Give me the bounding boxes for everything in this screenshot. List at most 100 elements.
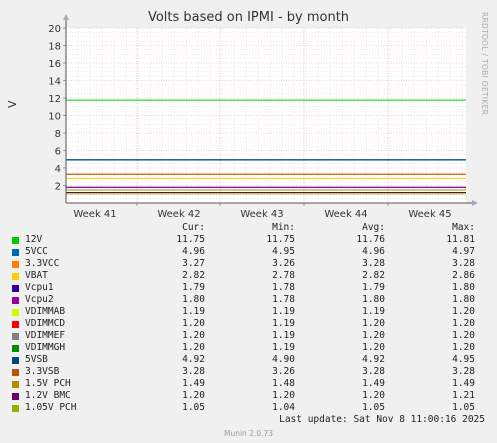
legend-min: 3.26 [272,258,295,269]
legend-max: 3.28 [452,366,475,377]
legend-name: 3.3VCC [25,258,60,269]
legend-name: 12V [25,234,43,245]
legend-avg: 4.96 [362,246,385,257]
legend-min: 1.19 [272,342,295,353]
legend-name: VDIMMAB [25,306,66,317]
legend-swatch [12,320,19,328]
legend-row: VDIMMEF 1.20 1.19 1.20 1.20 [12,330,486,342]
legend-cur: 1.19 [182,306,205,317]
legend-min: 1.19 [272,318,295,329]
last-update: Last update: Sat Nov 8 11:00:16 2025 [279,414,485,425]
legend-swatch [12,356,19,364]
legend-avg: 3.28 [362,258,385,269]
chart-plot: 2 4 6 8 10 12 14 16 18 20 Week 41 Week 42 Week 43 Wee… [48,14,478,220]
legend-header-avg: Avg: [362,222,385,233]
y-tick-label: 10 [48,112,61,123]
legend-swatch [12,260,19,268]
y-axis-arrow [63,14,69,20]
legend-max: 1.80 [452,282,475,293]
legend-cur: 3.27 [182,258,205,269]
x-tick-label: Week 44 [324,209,367,220]
legend-row: 1.5V PCH 1.49 1.48 1.49 1.49 [12,378,486,390]
legend-name: Vcpu1 [25,282,54,293]
legend-row: VDIMMCD 1.20 1.19 1.20 1.20 [12,318,486,330]
legend-cur: 1.20 [182,318,205,329]
legend-avg: 1.20 [362,390,385,401]
legend-avg: 2.82 [362,270,385,281]
legend-row: Vcpu2 1.80 1.78 1.80 1.80 [12,294,486,306]
y-tick-label: 2 [55,182,61,193]
legend-cur: 1.79 [182,282,205,293]
legend-swatch [12,380,19,388]
legend-min: 1.04 [272,402,295,413]
legend-max: 3.28 [452,258,475,269]
legend-name: 5VCC [25,246,48,257]
legend-max: 1.05 [452,402,475,413]
legend-name: VDIMMGH [25,342,66,353]
legend-min: 1.19 [272,306,295,317]
legend-min: 1.48 [272,378,295,389]
legend-min: 1.78 [272,282,295,293]
legend-avg: 1.20 [362,330,385,341]
legend-rows: 12V 11.75 11.75 11.76 11.81 5VCC 4.96 4.95 4.96 4… [12,234,486,414]
legend-cur: 1.05 [182,402,205,413]
y-tick-label: 18 [48,42,61,53]
legend-avg: 1.20 [362,342,385,353]
legend-avg: 1.49 [362,378,385,389]
legend-name: 1.05V PCH [25,402,77,413]
x-axis-arrow [472,200,478,206]
x-tick-label: Week 42 [157,209,200,220]
legend-min: 4.90 [272,354,295,365]
legend-swatch [12,272,19,280]
legend-swatch [12,308,19,316]
legend-min: 2.78 [272,270,295,281]
legend-max: 4.97 [452,246,475,257]
y-tick-label: 14 [48,77,61,88]
legend-row: 1.2V BMC 1.20 1.20 1.20 1.21 [12,390,486,402]
y-tick-label: 12 [48,94,61,105]
legend-row: VDIMMAB 1.19 1.19 1.19 1.20 [12,306,486,318]
legend-swatch [12,392,19,400]
legend-header-cur: Cur: [182,222,205,233]
legend-row: 1.05V PCH 1.05 1.04 1.05 1.05 [12,402,486,414]
legend-name: VDIMMEF [25,330,66,341]
y-tick-label: 20 [48,24,61,35]
legend-swatch [12,296,19,304]
legend-swatch [12,344,19,352]
legend-avg: 1.79 [362,282,385,293]
legend-name: 1.5V PCH [25,378,71,389]
legend-cur: 4.92 [182,354,205,365]
legend-cur: 1.20 [182,390,205,401]
legend-name: 1.2V BMC [25,390,71,401]
legend-cur: 11.75 [176,234,205,245]
legend-row: 5VCC 4.96 4.95 4.96 4.97 [12,246,486,258]
legend-max: 1.20 [452,318,475,329]
legend-max: 1.20 [452,342,475,353]
legend-swatch [12,404,19,412]
legend-max: 1.21 [452,390,475,401]
x-tick-label: Week 43 [240,209,283,220]
legend-cur: 1.20 [182,330,205,341]
legend-name: VBAT [25,270,48,281]
y-tick-label: 4 [55,164,61,175]
chart-title: Volts based on IPMI - by month [147,10,350,25]
x-tick-label: Week 45 [408,209,451,220]
legend-cur: 1.80 [182,294,205,305]
legend-swatch [12,368,19,376]
legend-min: 11.75 [266,234,295,245]
legend-row: 3.3VSB 3.28 3.26 3.28 3.28 [12,366,486,378]
legend-avg: 4.92 [362,354,385,365]
legend-max: 4.95 [452,354,475,365]
legend-name: VDIMMCD [25,318,66,329]
legend-max: 1.49 [452,378,475,389]
legend-cur: 1.20 [182,342,205,353]
legend-max: 2.86 [452,270,475,281]
legend-avg: 3.28 [362,366,385,377]
legend-row: VDIMMGH 1.20 1.19 1.20 1.20 [12,342,486,354]
legend-header: Cur: Min: Avg: Max: [12,222,486,234]
legend-avg: 1.19 [362,306,385,317]
legend-name: 5VSB [25,354,48,365]
legend-avg: 1.20 [362,318,385,329]
legend-swatch [12,248,19,256]
